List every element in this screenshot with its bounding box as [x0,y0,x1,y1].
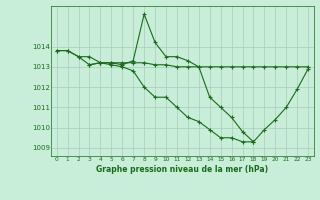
X-axis label: Graphe pression niveau de la mer (hPa): Graphe pression niveau de la mer (hPa) [96,165,268,174]
